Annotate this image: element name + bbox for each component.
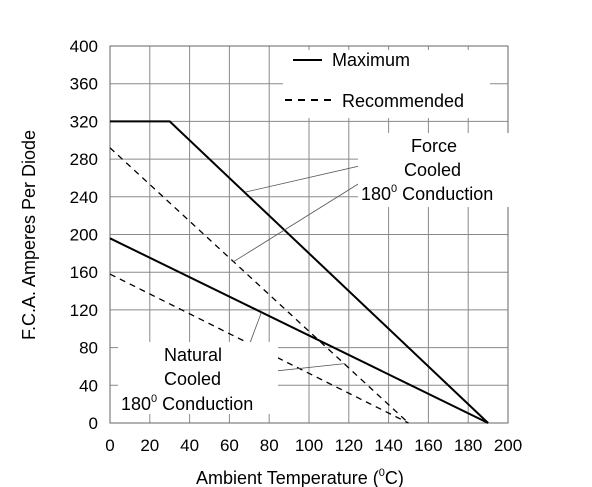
x-axis-title: Ambient Temperature (0C) (196, 467, 404, 487)
y-tick-label: 240 (70, 188, 98, 207)
x-tick-label: 20 (140, 436, 159, 455)
natural-conduction-number: 180 (121, 394, 151, 414)
force-conduction-text: Conduction (397, 184, 493, 204)
y-axis-title: F.C.A. Amperes Per Diode (19, 130, 39, 340)
force-conduction-superscript: 0 (391, 183, 397, 195)
y-tick-label: 40 (79, 376, 98, 395)
natural-conduction-text: Conduction (157, 394, 253, 414)
y-tick-label: 400 (70, 37, 98, 56)
x-axis-title-post: C) (385, 468, 404, 487)
x-tick-label: 180 (454, 436, 482, 455)
y-tick-label: 160 (70, 263, 98, 282)
y-tick-label: 80 (79, 339, 98, 358)
x-tick-label: 40 (180, 436, 199, 455)
natural-annotation-background (118, 342, 278, 414)
x-tick-label: 140 (374, 436, 402, 455)
x-tick-label: 120 (335, 436, 363, 455)
series-line (109, 237, 489, 424)
x-tick-label: 100 (295, 436, 323, 455)
legend-background (283, 50, 490, 118)
tick-labels: 0 20 40 60 80 100 120 140 160 180 200 0 40 80 120 160 20… (70, 37, 523, 455)
x-axis-title-pre: Ambient Temperature ( (196, 468, 379, 487)
natural-label-line2: Cooled (164, 369, 221, 389)
force-label-line3: 1800 Conduction (361, 183, 493, 204)
y-tick-label: 360 (70, 75, 98, 94)
y-tick-label: 0 (89, 414, 98, 433)
force-label-line1: Force (411, 136, 457, 156)
series-line (110, 120, 489, 424)
legend: Maximum Recommended (283, 50, 490, 118)
x-tick-label: 0 (105, 436, 114, 455)
force-cooled-annotation: Force Cooled 1800 Conduction (358, 133, 518, 207)
natural-cooled-annotation: Natural Cooled 1800 Conduction (118, 342, 278, 414)
x-tick-label: 160 (414, 436, 442, 455)
y-tick-label: 280 (70, 150, 98, 169)
x-tick-label: 80 (260, 436, 279, 455)
force-annotation-background (358, 133, 518, 207)
natural-label-line1: Natural (164, 345, 222, 365)
legend-maximum-label: Maximum (332, 50, 410, 70)
series-line (109, 147, 409, 424)
force-label-line2: Cooled (404, 160, 461, 180)
natural-conduction-superscript: 0 (151, 393, 157, 405)
natural-label-line3: 1800 Conduction (121, 393, 253, 414)
force-conduction-number: 180 (361, 184, 391, 204)
x-axis-title-sup: 0 (379, 467, 385, 479)
legend-recommended-label: Recommended (342, 91, 464, 111)
y-tick-label: 120 (70, 301, 98, 320)
x-tick-label: 60 (220, 436, 239, 455)
y-tick-label: 200 (70, 226, 98, 245)
y-tick-label: 320 (70, 112, 98, 131)
plot-frame (109, 45, 509, 424)
x-tick-label: 200 (494, 436, 522, 455)
